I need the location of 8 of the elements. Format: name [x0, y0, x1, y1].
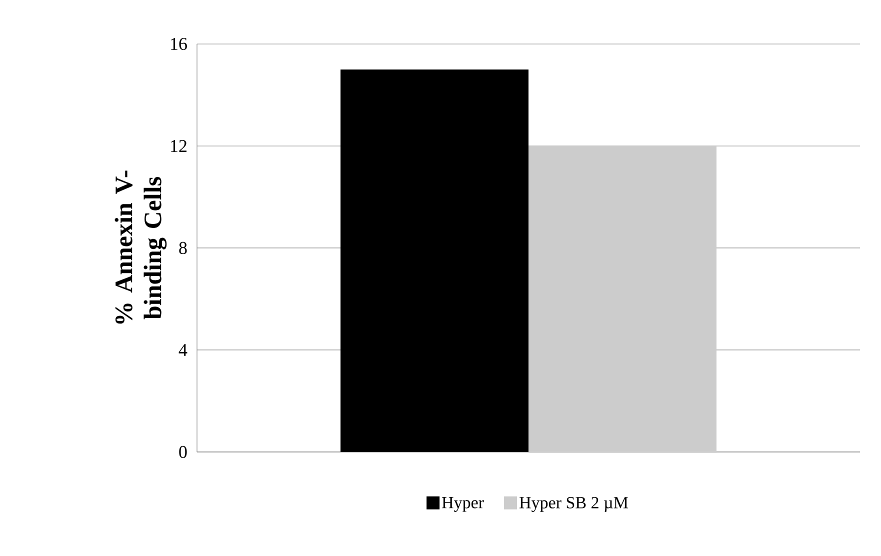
y-tick-label: 8: [179, 242, 187, 254]
y-axis-title: % Annexin V-binding Cells: [114, 170, 167, 324]
legend-label: Hyper: [442, 497, 484, 512]
y-tick-label: 12: [171, 140, 186, 152]
y-tick-label: 4: [178, 344, 188, 356]
y-tick-label: 0: [179, 446, 187, 458]
y-tick-label: 16: [171, 38, 187, 50]
legend-label: Hyper SB 2 µM: [520, 496, 628, 512]
